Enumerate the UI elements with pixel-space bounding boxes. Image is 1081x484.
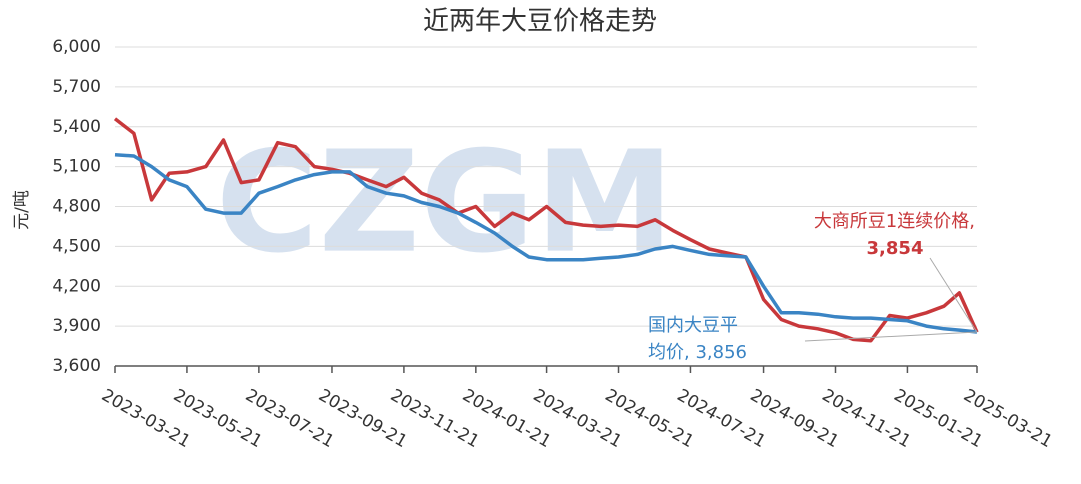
annotation: 国内大豆平 [648, 315, 738, 336]
y-tick-label: 4,500 [52, 236, 101, 256]
y-tick-label: 3,900 [52, 316, 101, 336]
y-tick-label: 5,100 [52, 157, 101, 177]
y-tick-label: 4,800 [52, 197, 101, 217]
annotation-leader [929, 257, 978, 333]
y-tick-label: 6,000 [52, 37, 101, 57]
y-tick-label: 5,400 [52, 117, 101, 137]
series-line [113, 117, 979, 343]
y-tick-label: 3,600 [52, 356, 101, 376]
chart-title: 近两年大豆价格走势 [423, 7, 657, 37]
annotation: 3,854 [867, 238, 924, 259]
y-axis-label: 元/吨 [12, 190, 32, 230]
y-tick-label: 5,700 [52, 77, 101, 97]
annotation: 大商所豆1连续价格, [814, 211, 975, 232]
annotation-leader [804, 331, 978, 342]
annotation: 均价, 3,856 [648, 342, 747, 363]
series-line [114, 152, 978, 334]
y-tick-label: 4,200 [52, 276, 101, 296]
